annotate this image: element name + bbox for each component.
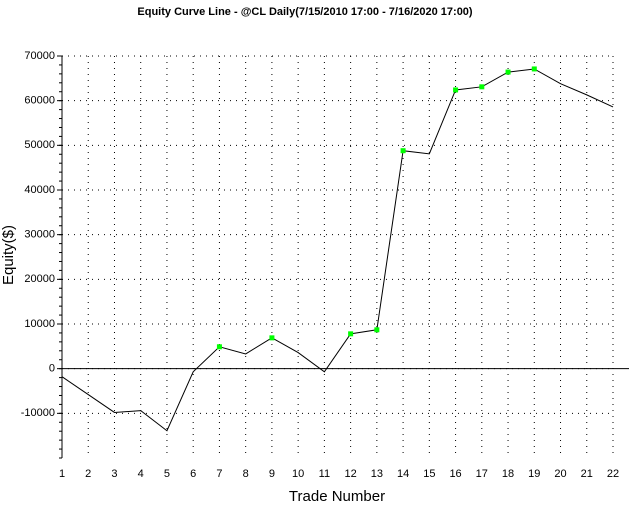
y-tick-label: -10000 — [21, 407, 55, 419]
x-axis-title: Trade Number — [289, 488, 385, 505]
x-tick-label: 15 — [423, 468, 435, 480]
y-tick-label: 60000 — [24, 95, 55, 107]
x-tick-label: 11 — [319, 468, 330, 480]
x-tick-label: 3 — [111, 468, 117, 480]
equity-line — [61, 68, 614, 432]
x-tick-label: 9 — [269, 468, 275, 480]
y-tick-label: 70000 — [24, 50, 55, 62]
new-high-marker — [348, 331, 354, 337]
y-tick-label: 40000 — [24, 184, 55, 196]
y-tick-label: 50000 — [24, 139, 55, 151]
x-tick-label: 6 — [190, 468, 196, 480]
x-tick-label: 20 — [554, 468, 566, 480]
new-high-marker — [479, 84, 485, 90]
y-axis-title: Equity($) — [0, 225, 17, 285]
new-high-marker — [400, 148, 406, 154]
x-tick-label: 17 — [476, 468, 488, 480]
x-tick-label: 12 — [344, 468, 356, 480]
x-tick-label: 22 — [607, 468, 619, 480]
x-tick-label: 4 — [138, 468, 144, 480]
x-tick-label: 14 — [397, 468, 409, 480]
x-tick-label: 5 — [164, 468, 170, 480]
y-tick-label: 30000 — [24, 229, 55, 241]
x-tick-label: 7 — [216, 468, 222, 480]
x-tick-label: 16 — [449, 468, 461, 480]
new-high-marker — [374, 327, 380, 333]
y-tick-label: 20000 — [24, 273, 55, 285]
new-high-marker — [269, 335, 275, 341]
x-tick-label: 8 — [243, 468, 249, 480]
new-high-marker — [216, 344, 222, 350]
x-tick-label: 18 — [502, 468, 514, 480]
new-high-marker — [453, 87, 459, 93]
y-tick-label: 0 — [49, 363, 55, 375]
x-tick-label: 21 — [581, 468, 593, 480]
chart-title: Equity Curve Line - @CL Daily(7/15/2010 … — [137, 6, 473, 18]
x-tick-label: 2 — [85, 468, 91, 480]
x-tick-label: 13 — [371, 468, 383, 480]
x-tick-label: 1 — [59, 468, 65, 480]
x-tick-label: 19 — [528, 468, 540, 480]
new-high-marker — [505, 69, 511, 75]
x-tick-label: 10 — [292, 468, 304, 480]
new-high-marker — [531, 66, 537, 72]
y-tick-label: 10000 — [24, 318, 55, 330]
